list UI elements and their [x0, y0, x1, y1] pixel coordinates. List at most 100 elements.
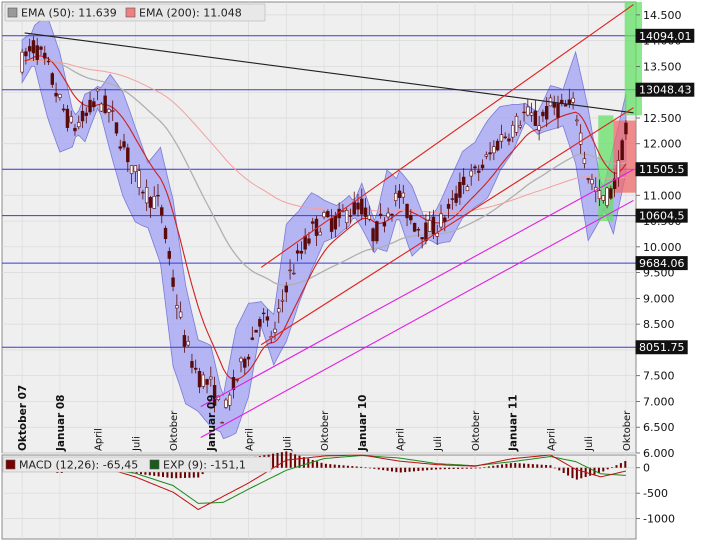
- macd-hist-bar: [443, 467, 446, 470]
- price-ytick-label: 14.500: [643, 9, 682, 22]
- candle-body: [118, 146, 122, 149]
- macd-hist-bar: [399, 467, 402, 473]
- candle-body: [484, 154, 489, 157]
- candle-body: [435, 232, 439, 237]
- price-xtick-label: Januar 08: [55, 395, 67, 452]
- macd-hist-bar: [452, 467, 455, 470]
- macd-hist-bar: [351, 466, 354, 468]
- price-xtick-label: Oktober: [471, 410, 482, 451]
- candle-body: [597, 190, 602, 199]
- candle-body: [46, 60, 51, 63]
- channel-upper-magenta: [200, 169, 634, 408]
- candle-body: [518, 125, 522, 128]
- macd-hist-bar: [470, 467, 473, 469]
- macd-hist-bar: [324, 463, 327, 468]
- candle-body: [295, 250, 300, 254]
- level-label-bg: [635, 28, 695, 43]
- ema-fast-line: [22, 55, 627, 380]
- candle-body: [167, 251, 172, 259]
- candle-body: [27, 46, 32, 52]
- candle-body: [92, 101, 96, 108]
- macd-hist-bar: [179, 467, 182, 479]
- level-label-bg: [635, 340, 688, 355]
- candle-body: [80, 110, 85, 122]
- macd-hist-bar: [184, 467, 187, 478]
- price-xtick-label: Juli: [433, 436, 444, 452]
- price-xtick-label: Juli: [131, 436, 142, 452]
- candle-body: [178, 311, 183, 318]
- macd-hist-bar: [404, 467, 407, 473]
- candle-body: [201, 374, 205, 387]
- macd-hist-bar: [280, 452, 283, 468]
- macd-hist-bar: [333, 464, 336, 468]
- legend-macd: MACD (12,26): -65,45 EXP (9): -151,1: [2, 456, 272, 473]
- candle-body: [333, 215, 338, 230]
- candle-body: [163, 227, 168, 240]
- candle-body: [371, 228, 375, 242]
- candle-body: [616, 160, 621, 179]
- macd-hist-bar: [553, 467, 556, 469]
- candle-body: [190, 361, 194, 368]
- candle-body: [107, 108, 111, 113]
- candle-body: [363, 207, 368, 217]
- candle-body: [31, 40, 36, 54]
- candle-body: [292, 272, 296, 275]
- price-xtick-label: April: [245, 428, 256, 451]
- price-ytick-label: 9.000: [643, 292, 675, 305]
- candle-body: [299, 250, 304, 254]
- candle-body: [43, 52, 47, 59]
- level-label: 11505.5: [639, 163, 685, 176]
- price-x-axis: Oktober 07 Januar 08 April Juli Oktober Janua…: [17, 385, 633, 452]
- level-label-bg: [635, 208, 688, 223]
- candle-body: [578, 132, 583, 145]
- macd-hist-bar: [536, 464, 539, 468]
- candle-body: [77, 122, 81, 128]
- candle-body: [424, 222, 428, 242]
- candle-body: [54, 92, 58, 97]
- candle-body: [352, 201, 356, 215]
- candle-body: [175, 305, 179, 309]
- candle-body: [609, 188, 613, 199]
- macd-hist-bar: [597, 467, 600, 474]
- candle-body: [156, 194, 160, 197]
- legend-ema200-swatch: [125, 7, 136, 18]
- macd-hist-bar: [439, 467, 442, 470]
- macd-hist-bar: [527, 463, 530, 468]
- candle-body: [58, 94, 62, 98]
- macd-ytick-label: -500: [643, 487, 668, 500]
- macd-hist-bar: [562, 467, 565, 473]
- channel-lower-red: [260, 107, 634, 346]
- candle-body: [326, 211, 330, 218]
- macd-hist-bar: [540, 464, 543, 468]
- candle-body: [522, 111, 526, 114]
- candle-body: [360, 198, 364, 215]
- macd-hist-bar: [377, 467, 380, 470]
- macd-hist-bar: [589, 467, 592, 476]
- macd-hist-bar: [276, 452, 279, 468]
- macd-hist-bar: [465, 467, 468, 469]
- candle-body: [612, 178, 617, 189]
- candle-body: [344, 210, 349, 223]
- candle-body: [307, 238, 311, 244]
- candle-body: [605, 187, 609, 206]
- macd-hist-bar: [412, 467, 415, 472]
- candle-body: [511, 125, 515, 138]
- macd-hist-bar: [390, 467, 393, 472]
- level-label-bg: [635, 162, 688, 177]
- macd-hist-bar: [575, 467, 578, 480]
- candle-body: [227, 394, 232, 406]
- candle-body: [246, 356, 251, 360]
- candle-body: [209, 376, 213, 380]
- candle-body: [205, 379, 209, 385]
- candle-body: [492, 146, 496, 154]
- candle-body: [144, 187, 149, 204]
- macd-hist-bar: [355, 466, 358, 468]
- macd-hist-bar: [382, 467, 385, 471]
- price-ytick-label: 6.500: [643, 421, 675, 434]
- level-labels: 14094.01 13048.43 11505.5 10604.5 9684.06 805…: [635, 28, 695, 355]
- macd-hist-bar: [368, 467, 371, 469]
- candle-body: [284, 285, 288, 293]
- candle-body: [258, 319, 262, 327]
- macd-hist-bar: [294, 454, 297, 468]
- candle-body: [420, 237, 424, 240]
